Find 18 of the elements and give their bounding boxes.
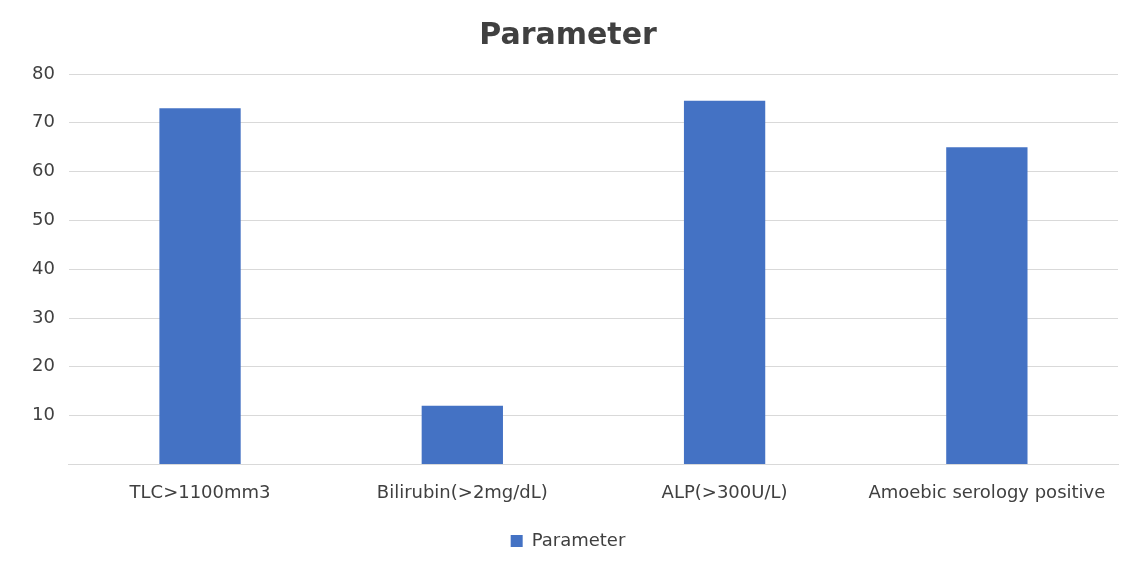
x-tick-label: Bilirubin(>2mg/dL)	[376, 480, 548, 502]
y-tick-label: 70	[32, 110, 55, 132]
y-tick-label: 40	[32, 256, 55, 278]
x-tick-label: Amoebic serology positive	[868, 480, 1106, 502]
x-tick-label: TLC>1100mm3	[128, 480, 271, 502]
bar	[946, 147, 1028, 464]
y-tick-label: 50	[32, 208, 55, 230]
y-tick-label: 80	[32, 61, 55, 83]
x-tick-label: ALP(>300U/L)	[661, 480, 788, 502]
y-tick-label: 20	[32, 354, 55, 376]
y-tick-label: 30	[32, 305, 55, 327]
bar	[421, 405, 503, 464]
y-tick-label: 60	[32, 159, 55, 181]
bar	[159, 108, 241, 464]
bar	[683, 100, 766, 464]
y-tick-label: 10	[32, 403, 55, 425]
legend-label: Parameter	[531, 528, 626, 550]
chart-title: Parameter	[479, 15, 657, 51]
